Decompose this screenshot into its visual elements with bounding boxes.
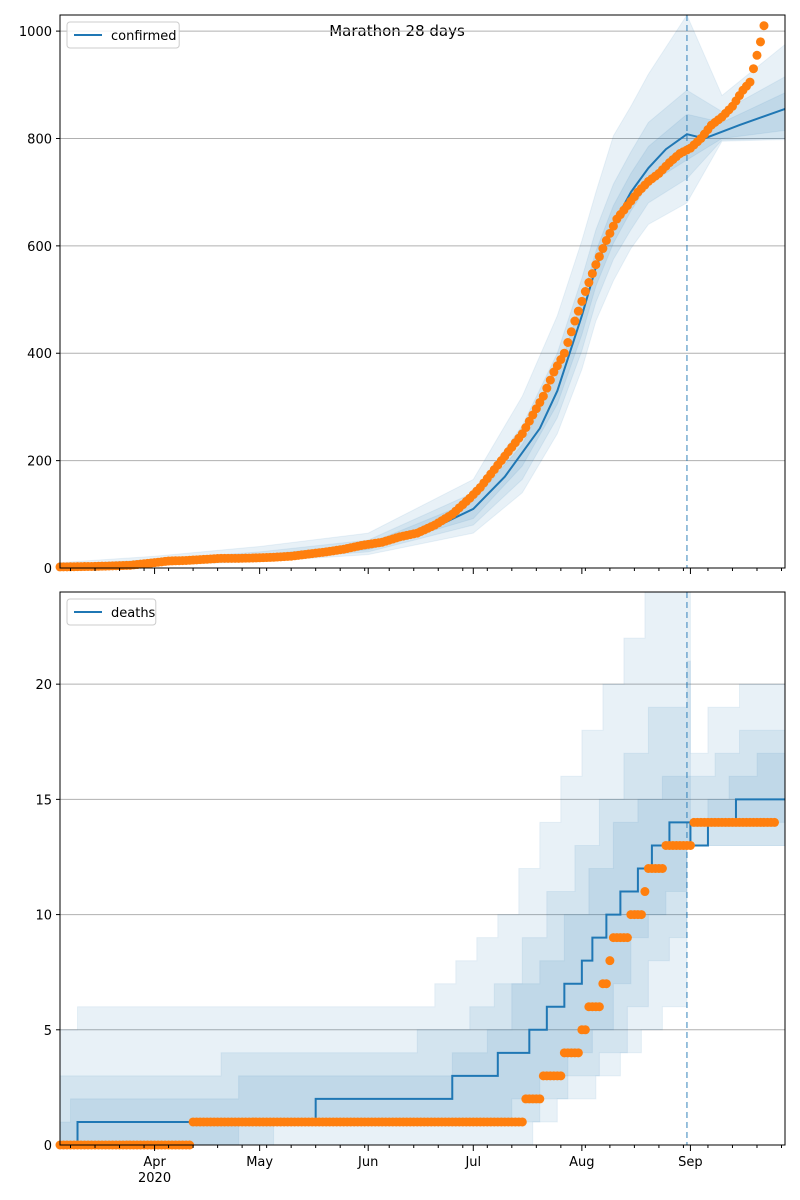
observed-point [657,864,667,873]
observed-point [591,260,601,270]
observed-point [601,979,611,989]
observed-point [538,391,548,401]
legend-label: confirmed [111,29,177,44]
legend-box [66,598,157,626]
x-tick-sublabel: 2020 [138,1171,171,1186]
observed-point [622,933,632,943]
observed-point [563,338,573,348]
observed-point [748,64,758,74]
observed-point [580,287,590,296]
uncertainty-band [59,660,786,1146]
observed-point [580,1025,590,1035]
y-tick-label: 1000 [19,25,52,40]
x-tick-label: Sep [678,1155,703,1170]
observed-point [566,327,576,337]
observed-point [517,1117,527,1127]
observed-point [755,37,765,47]
observed-point [584,278,594,288]
observed-point [570,316,580,326]
observed-point [608,221,618,231]
observed-point [594,252,604,262]
y-tick-label: 200 [27,455,52,470]
x-tick-label: Jun [357,1155,378,1170]
observed-point [605,956,615,966]
x-tick-label: Jul [464,1155,481,1170]
observed-point [573,306,583,316]
y-tick-label: 15 [35,793,52,808]
observed-point [745,77,755,87]
axes-frame [59,591,786,1146]
observed-point [601,235,611,245]
y-tick-label: 800 [27,132,52,147]
y-tick-label: 400 [27,347,52,362]
legend: confirmed [66,21,180,49]
x-tick-label: Aug [569,1155,594,1170]
observed-point [556,1071,566,1081]
observed-point [594,1002,604,1012]
observed-point [573,1048,583,1058]
observed-point [769,817,779,827]
observed-point [535,1094,545,1104]
observed-point [605,228,615,238]
y-tick-label: 0 [44,1139,52,1154]
legend-label: deaths [111,606,156,621]
legend-box [66,21,180,49]
confirmed-panel: 0 200 400 600 800 1000 confirmed [19,13,786,577]
observed-point [598,244,608,254]
observed-point [559,348,569,358]
observed-point [545,375,555,385]
y-tick-label: 600 [27,240,52,255]
observed-point [752,50,762,60]
observed-point [542,383,552,393]
uncertainty-band [59,13,786,569]
y-tick-label: 5 [44,1024,52,1039]
uncertainty-band [59,92,786,569]
x-tick-label: Apr [143,1155,166,1170]
legend: deaths [66,598,157,626]
observed-point [587,269,597,279]
observed-point [640,887,650,897]
observed-point [577,296,587,306]
axes-frame [59,14,786,569]
observed-point [759,21,769,31]
y-tick-label: 20 [35,678,52,693]
y-tick-label: 10 [35,909,52,924]
observed-point [636,910,646,920]
x-tick-label: May [246,1155,273,1170]
y-tick-label: 0 [44,562,52,577]
observed-point [685,840,695,850]
